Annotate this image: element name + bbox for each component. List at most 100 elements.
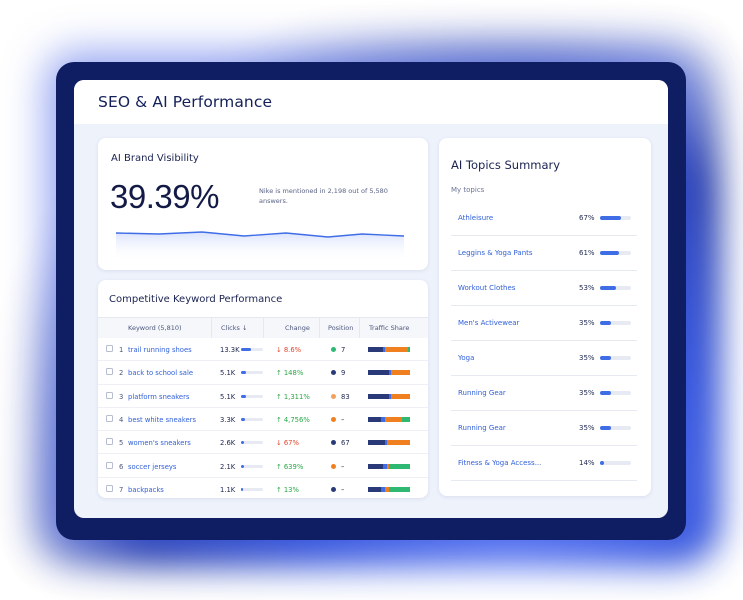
topic-percent: 61%	[579, 249, 595, 257]
position-dot	[331, 440, 336, 446]
topic-name[interactable]: Men's Activewear	[458, 319, 520, 327]
topic-bar-fill	[600, 321, 611, 325]
topics-subtitle: My topics	[451, 186, 485, 194]
traffic-share-segment	[384, 347, 408, 352]
topic-row[interactable]: Workout Clothes 53%	[451, 271, 637, 306]
topic-bar-fill	[600, 251, 619, 255]
table-row[interactable]: 6 soccer jerseys 2.1K ↑ 639% –	[98, 455, 428, 478]
keyword-link[interactable]: soccer jerseys	[128, 462, 177, 471]
table-header: Keyword (5,810) Clicks ↓ Change Position…	[98, 317, 428, 338]
topic-percent: 35%	[579, 389, 595, 397]
topic-row[interactable]: Men's Activewear 35%	[451, 306, 637, 341]
traffic-share-segment	[382, 463, 387, 469]
change-value: ↑ 1,311%	[276, 392, 310, 401]
row-checkbox[interactable]	[106, 484, 113, 492]
table-row[interactable]: 1 trail running shoes 13.3K ↓ 8.6% 7	[98, 338, 428, 362]
clicks-value: 2.6K	[220, 439, 236, 448]
row-checkbox[interactable]	[106, 414, 113, 422]
position-value: 83	[341, 392, 350, 401]
clicks-bar-fill	[241, 417, 245, 421]
topic-name[interactable]: Leggins & Yoga Pants	[458, 249, 533, 257]
traffic-share-segment	[380, 416, 385, 422]
topic-row[interactable]: Leggins & Yoga Pants 61%	[451, 236, 637, 271]
change-value: ↓ 8.6%	[276, 346, 302, 354]
topics-title: AI Topics Summary	[451, 158, 561, 172]
keyword-link[interactable]: platform sneakers	[128, 392, 190, 401]
row-checkbox[interactable]	[106, 438, 113, 446]
traffic-share-bar	[368, 416, 410, 422]
change-value: ↑ 639%	[276, 462, 304, 471]
position-dot	[331, 393, 336, 399]
topic-name[interactable]: Running Gear	[458, 424, 506, 432]
col-traffic-share[interactable]: Traffic Share	[360, 318, 428, 338]
traffic-share-segment	[382, 347, 385, 352]
topics-summary-card: AI Topics Summary My topics Athleisure 67…	[439, 138, 651, 496]
topic-row[interactable]: Running Gear 35%	[451, 411, 637, 446]
topic-name[interactable]: Running Gear	[458, 389, 506, 397]
traffic-share-segment	[368, 463, 383, 469]
change-value: ↓ 67%	[276, 439, 299, 448]
page-title: SEO & AI Performance	[98, 93, 273, 111]
clicks-value: 5.1K	[220, 392, 236, 401]
traffic-share-bar	[368, 463, 410, 469]
topic-name[interactable]: Yoga	[458, 354, 475, 362]
page-header: SEO & AI Performance	[74, 80, 668, 124]
topic-bar	[600, 356, 631, 360]
brand-visibility-title: AI Brand Visibility	[111, 153, 199, 164]
visibility-value: 39.39%	[110, 178, 219, 215]
keyword-performance-title: Competitive Keyword Performance	[109, 294, 283, 305]
traffic-share-segment	[388, 486, 410, 492]
keyword-link[interactable]: back to school sale	[128, 369, 194, 378]
topic-row[interactable]: Athleisure 67%	[451, 201, 637, 236]
col-position[interactable]: Position	[320, 318, 360, 338]
col-clicks[interactable]: Clicks ↓	[212, 318, 264, 338]
clicks-value: 13.3K	[220, 346, 240, 354]
topic-percent: 35%	[579, 354, 595, 362]
table-row[interactable]: 4 best white sneakers 3.3K ↑ 4,756% –	[98, 408, 428, 432]
change-value: ↑ 4,756%	[276, 415, 310, 424]
row-checkbox[interactable]	[106, 368, 113, 376]
position-value: 67	[341, 439, 350, 448]
position-value: 7	[341, 346, 346, 354]
traffic-share-segment	[389, 393, 392, 399]
keyword-link[interactable]: women's sneakers	[128, 439, 191, 448]
topic-row[interactable]: Fitness & Yoga Access... 14%	[451, 446, 637, 481]
traffic-share-segment	[391, 393, 410, 399]
position-dot	[331, 347, 336, 352]
traffic-share-bar	[368, 347, 410, 352]
table-row[interactable]: 3 platform sneakers 5.1K ↑ 1,311% 83	[98, 385, 428, 408]
topic-percent: 53%	[579, 284, 595, 292]
topic-percent: 67%	[579, 214, 595, 222]
traffic-share-bar	[368, 370, 410, 376]
table-row[interactable]: 7 backpacks 1.1K ↑ 13% –	[98, 478, 428, 498]
topic-bar-fill	[600, 286, 617, 290]
keyword-link[interactable]: backpacks	[128, 485, 164, 494]
table-row[interactable]: 2 back to school sale 5.1K ↑ 148% 9	[98, 361, 428, 385]
traffic-share-segment	[384, 440, 387, 446]
topic-name[interactable]: Workout Clothes	[458, 284, 516, 292]
position-value: –	[341, 415, 345, 424]
clicks-bar	[241, 371, 263, 375]
topic-name[interactable]: Fitness & Yoga Access...	[458, 459, 542, 467]
clicks-bar-fill	[241, 464, 244, 468]
traffic-share-segment	[368, 416, 381, 422]
position-value: 9	[341, 369, 346, 378]
clicks-value: 5.1K	[220, 369, 236, 378]
traffic-share-segment	[407, 347, 410, 352]
col-change[interactable]: Change	[264, 318, 320, 338]
topic-bar-fill	[600, 216, 621, 220]
position-dot	[331, 370, 336, 376]
row-checkbox[interactable]	[106, 461, 113, 469]
row-number: 5	[119, 439, 124, 448]
topic-row[interactable]: Running Gear 35%	[451, 376, 637, 411]
table-row[interactable]: 5 women's sneakers 2.6K ↓ 67% 67	[98, 431, 428, 455]
topic-row[interactable]: Yoga 35%	[451, 341, 637, 376]
position-value: –	[341, 485, 345, 494]
keyword-link[interactable]: trail running shoes	[128, 346, 192, 354]
traffic-share-segment	[368, 370, 389, 376]
col-keyword[interactable]: Keyword (5,810)	[98, 318, 212, 338]
row-checkbox[interactable]	[106, 345, 113, 352]
keyword-link[interactable]: best white sneakers	[128, 415, 197, 424]
topic-name[interactable]: Athleisure	[458, 214, 494, 222]
row-checkbox[interactable]	[106, 391, 113, 399]
